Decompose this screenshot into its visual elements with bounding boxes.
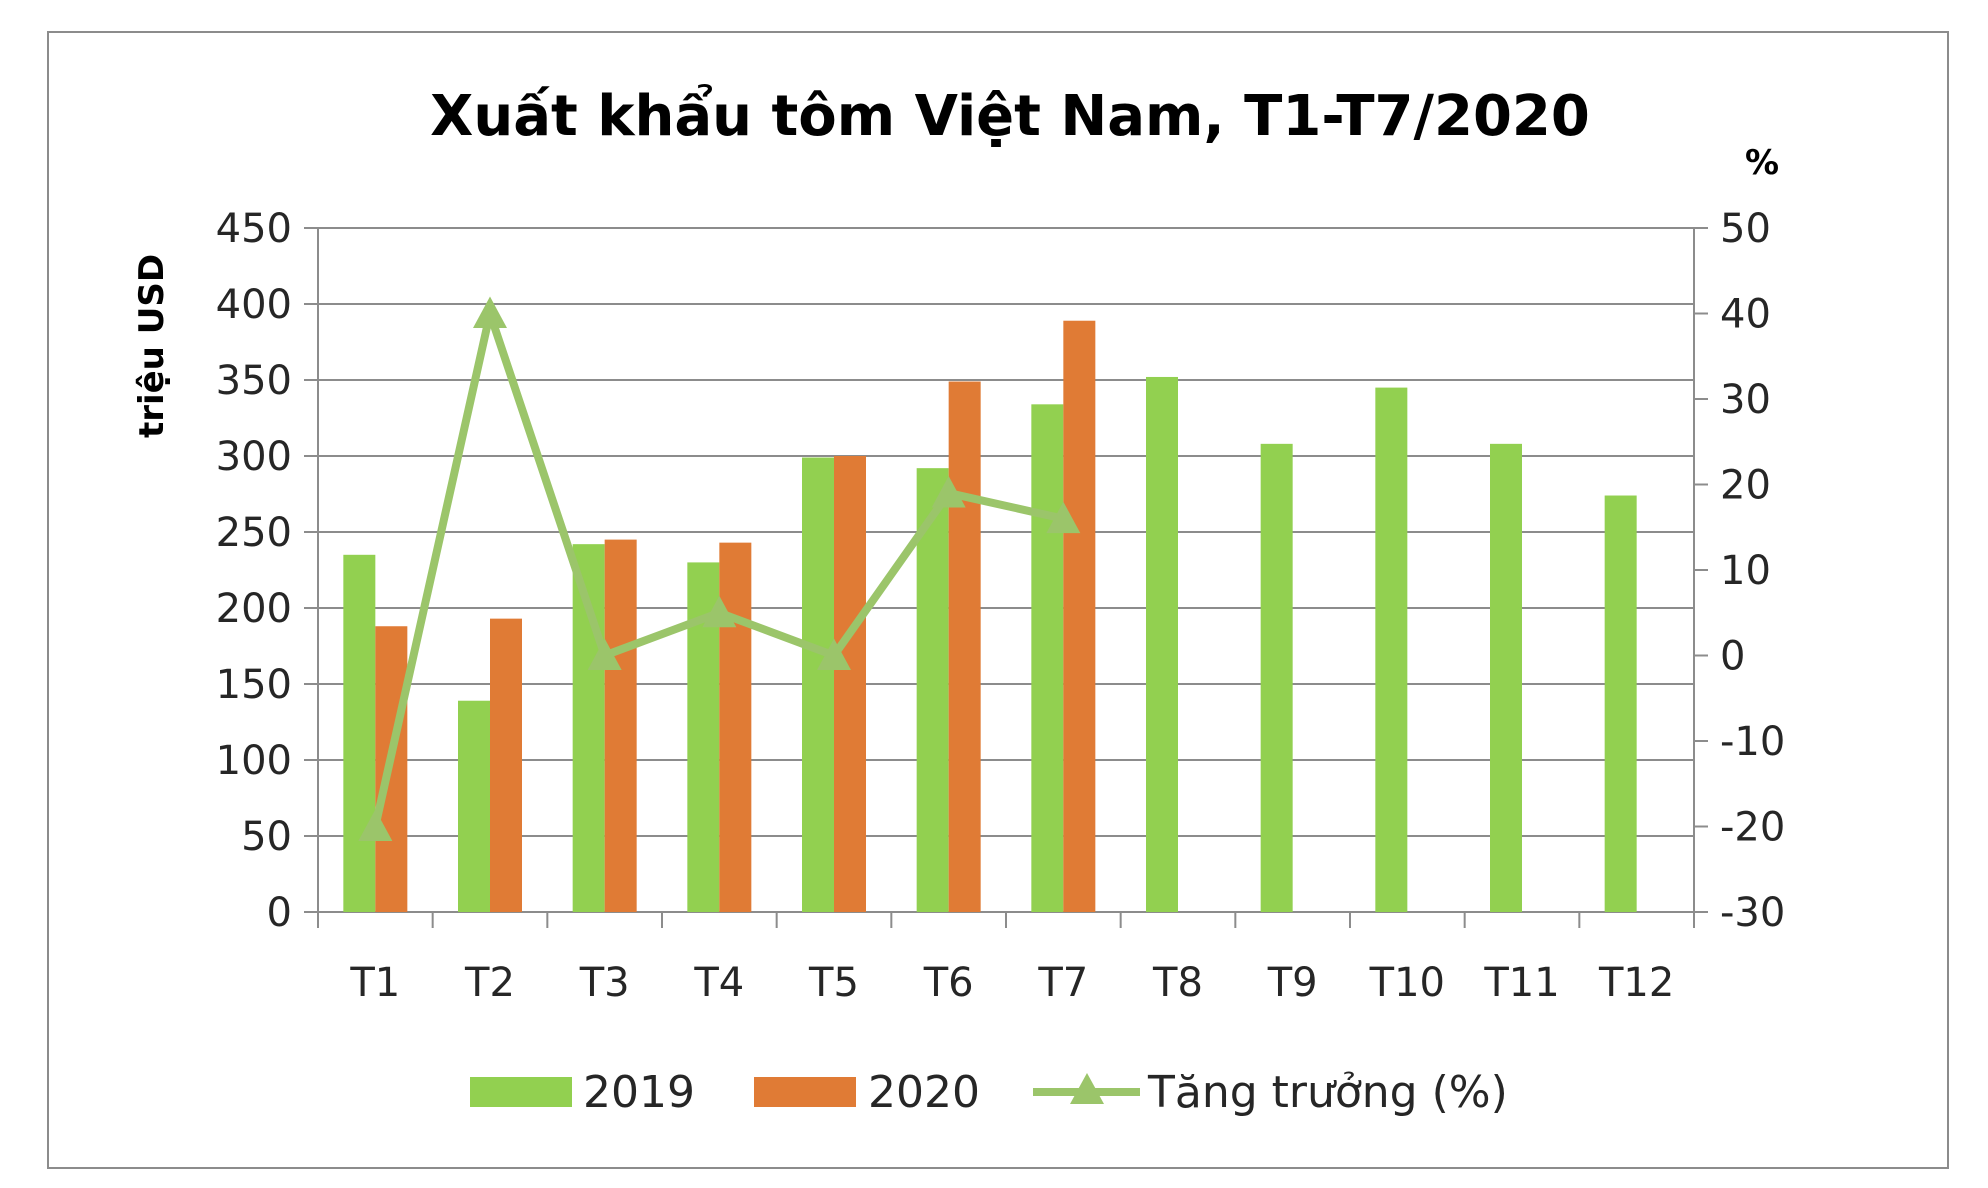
x-tick-label: T7	[1037, 960, 1088, 1006]
y2-tick-label: 20	[1720, 463, 1771, 509]
y2-tick-label: 30	[1720, 377, 1771, 423]
chart-title: Xuất khẩu tôm Việt Nam, T1-T7/2020	[430, 84, 1590, 149]
legend-swatch-2020	[754, 1077, 856, 1107]
bar-2020	[1063, 320, 1096, 913]
x-tick-label: T6	[923, 960, 974, 1006]
growth-marker	[1046, 501, 1081, 534]
bar-2020	[604, 539, 637, 912]
y-axis-title: triệu USD	[132, 254, 172, 438]
y2-tick-label: 50	[1720, 206, 1771, 252]
y2-tick-label: 0	[1720, 634, 1745, 680]
y2-axis-title: %	[1745, 143, 1779, 183]
axes	[304, 227, 1708, 928]
growth-marker	[358, 809, 393, 841]
gridlines	[318, 227, 1694, 837]
bar-2019	[343, 554, 376, 912]
growth-marker	[817, 638, 851, 670]
y2-tick-label: -10	[1720, 719, 1785, 765]
y-tick-label: 200	[216, 586, 292, 632]
x-tick-label: T11	[1483, 960, 1559, 1006]
bar-2019	[458, 700, 490, 912]
y-tick-label: 150	[216, 662, 292, 708]
bar-2020	[948, 381, 981, 912]
legend-label-2020: 2020	[868, 1067, 980, 1118]
x-tick-label: T10	[1369, 960, 1445, 1006]
y2-tick-label: 40	[1720, 292, 1771, 338]
y-tick-label: 50	[241, 814, 292, 860]
y-tick-label: 350	[216, 358, 292, 404]
y2-tick-label: 10	[1720, 548, 1771, 594]
x-tick-label: T5	[808, 960, 859, 1006]
legend-label-2019: 2019	[583, 1067, 695, 1118]
x-tick-label: T12	[1598, 960, 1674, 1006]
legend-marker-growth	[1070, 1073, 1104, 1104]
bar-2019	[1604, 495, 1637, 912]
x-tick-label: T9	[1267, 960, 1318, 1006]
legend-swatch-2019	[470, 1077, 572, 1107]
bar-2019	[1260, 443, 1293, 912]
bar-series	[343, 320, 1637, 913]
x-tick-label: T3	[579, 960, 630, 1006]
bar-2019	[1375, 387, 1408, 913]
bar-2019	[916, 468, 949, 912]
growth-line-series	[358, 296, 1081, 841]
right-axis-tick-labels: -30 -20 -10 0 10 20 30 40 50	[1720, 206, 1785, 936]
legend: 2019 2020 Tăng trưởng (%)	[470, 1067, 1508, 1118]
legend-label-growth: Tăng trưởng (%)	[1147, 1067, 1508, 1118]
growth-marker	[702, 595, 737, 628]
y2-tick-label: -20	[1720, 805, 1785, 851]
bar-2019	[802, 457, 834, 912]
growth-marker	[473, 296, 507, 328]
y2-tick-label: -30	[1720, 890, 1785, 936]
bar-2019	[1146, 376, 1178, 913]
y-tick-label: 250	[216, 510, 292, 556]
bar-2020	[834, 456, 866, 912]
bar-2020	[490, 618, 522, 912]
y-tick-label: 0	[267, 890, 292, 936]
y-tick-label: 300	[216, 434, 292, 480]
y-tick-label: 400	[216, 282, 292, 328]
bar-2020	[719, 542, 752, 912]
x-axis-tick-labels: T1 T2 T3 T4 T5 T6 T7 T8 T9 T10 T11 T12	[349, 960, 1674, 1006]
bar-2019	[1031, 404, 1064, 912]
y-tick-label: 100	[216, 738, 292, 784]
x-tick-label: T1	[349, 960, 400, 1006]
x-tick-label: T2	[464, 960, 515, 1006]
x-tick-label: T4	[693, 960, 744, 1006]
bar-2019	[1490, 443, 1522, 912]
left-axis-tick-labels: 0 50 100 150 200 250 300 350 400 450	[216, 206, 292, 936]
growth-marker	[931, 476, 966, 508]
x-tick-label: T8	[1152, 960, 1203, 1006]
y-tick-label: 450	[216, 206, 292, 252]
growth-marker	[587, 638, 622, 670]
